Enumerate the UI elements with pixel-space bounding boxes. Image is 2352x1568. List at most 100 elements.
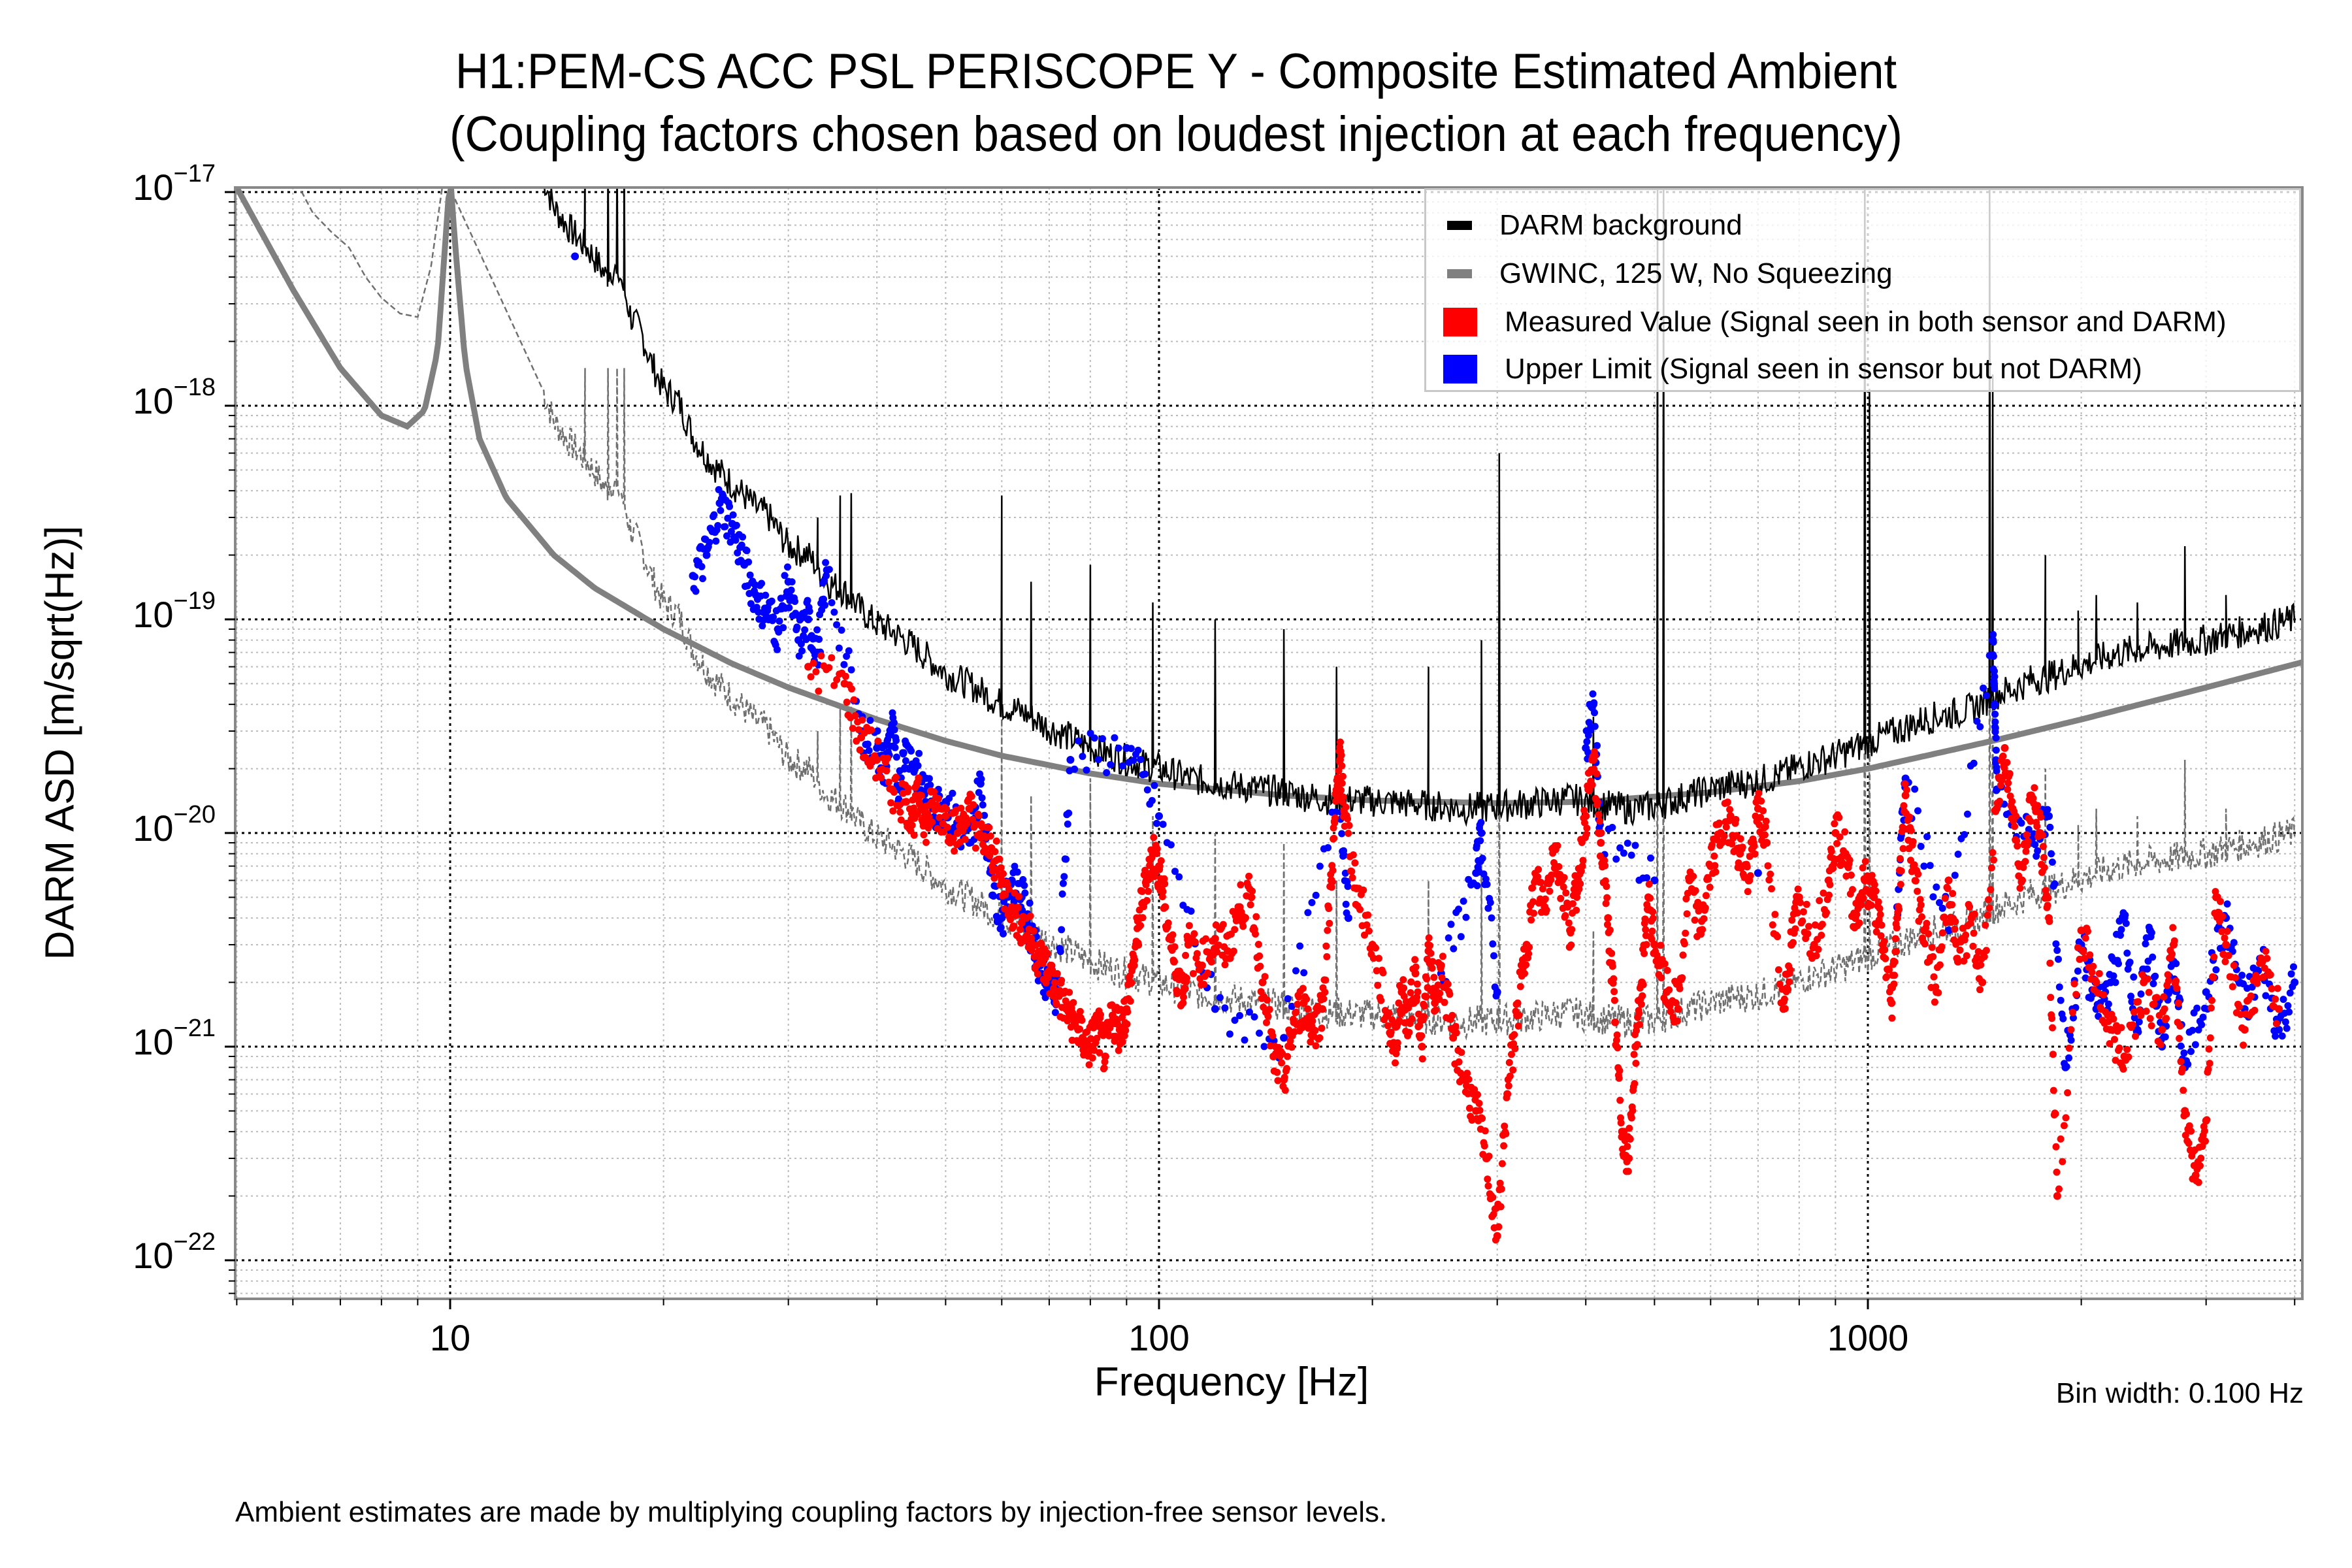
measured-point <box>1576 880 1584 888</box>
measured-point <box>2173 985 2181 992</box>
measured-point <box>1463 1070 1471 1077</box>
upper-limit-point <box>1473 882 1481 890</box>
measured-point <box>1143 896 1151 904</box>
measured-point <box>2229 983 2236 990</box>
measured-point <box>1537 879 1544 887</box>
measured-point <box>1500 1142 1508 1150</box>
measured-point <box>2123 1045 2131 1053</box>
measured-point <box>1789 939 1797 947</box>
upper-limit-point <box>1256 1029 1263 1037</box>
measured-point <box>2034 802 2042 809</box>
measured-point <box>1883 973 1891 981</box>
measured-point <box>2052 1143 2060 1151</box>
upper-limit-point <box>726 502 734 510</box>
measured-point <box>1234 903 1242 911</box>
upper-limit-point <box>2063 1063 2070 1071</box>
measured-point <box>1418 1055 1426 1063</box>
measured-point <box>1115 1047 1122 1054</box>
upper-limit-point <box>1083 766 1090 774</box>
measured-point <box>1256 962 1264 970</box>
measured-point <box>1001 905 1009 913</box>
upper-limit-point <box>2230 939 2238 947</box>
measured-point <box>1087 1035 1095 1043</box>
upper-limit-point <box>724 514 732 522</box>
measured-point <box>1465 1075 1473 1083</box>
upper-limit-point <box>1341 870 1349 877</box>
upper-limit-point <box>1134 746 1142 754</box>
measured-point <box>1307 1038 1315 1046</box>
upper-limit-point <box>1488 914 1495 922</box>
measured-point <box>2015 872 2023 880</box>
upper-limit-point <box>1650 876 1659 885</box>
measured-point <box>1375 955 1382 962</box>
measured-point <box>1420 1013 1428 1021</box>
measured-point <box>2272 1020 2280 1028</box>
upper-limit-point <box>729 511 737 519</box>
measured-point <box>2040 864 2048 872</box>
y-tick-base: 10 <box>133 380 174 421</box>
measured-point <box>951 847 958 855</box>
upper-limit-point <box>1246 1008 1253 1016</box>
upper-limit-point <box>1231 1017 1239 1024</box>
measured-point <box>850 696 858 704</box>
upper-limit-point <box>1447 921 1455 928</box>
y-tick-base: 10 <box>133 167 174 208</box>
upper-limit-point <box>977 775 985 783</box>
measured-point <box>2160 993 2168 1001</box>
measured-point <box>1612 1036 1620 1044</box>
measured-point <box>1699 926 1707 934</box>
upper-limit-point <box>833 621 841 629</box>
upper-limit-point <box>847 666 855 674</box>
measured-point <box>1966 903 1974 911</box>
upper-limit-point <box>1489 940 1497 948</box>
measured-point <box>987 832 994 840</box>
y-tick-label: 10−17 <box>20 160 216 208</box>
measured-point <box>1364 911 1372 919</box>
upper-limit-point <box>779 624 787 632</box>
measured-point <box>1316 1034 1324 1041</box>
upper-limit-point <box>2177 1042 2185 1050</box>
measured-point <box>1710 852 1718 860</box>
measured-point <box>1791 925 1799 933</box>
upper-limit-point <box>2031 841 2039 849</box>
measured-point <box>815 687 823 695</box>
measured-point <box>1624 1168 1632 1175</box>
upper-limit-point <box>1477 837 1484 845</box>
upper-limit-point <box>990 892 998 900</box>
y-tick-exponent: −17 <box>173 160 216 188</box>
upper-limit-point <box>1308 899 1316 906</box>
measured-point <box>1918 913 1925 921</box>
upper-limit-point <box>1148 796 1156 804</box>
measured-point <box>943 823 951 831</box>
measured-point <box>1169 931 1177 939</box>
measured-point <box>1886 996 1894 1004</box>
measured-point <box>1430 973 1438 981</box>
measured-point <box>996 855 1004 863</box>
upper-limit-point <box>840 661 848 668</box>
measured-point <box>1330 834 1338 842</box>
upper-limit-point <box>788 578 796 586</box>
measured-point <box>981 844 989 852</box>
upper-limit-point <box>914 762 922 770</box>
upper-limit-point <box>1250 1013 1258 1021</box>
measured-point <box>817 652 825 660</box>
measured-point <box>2017 878 2025 886</box>
measured-point <box>1825 891 1833 899</box>
measured-point <box>2060 1122 2068 1130</box>
measured-point <box>1907 826 1915 834</box>
measured-point <box>2270 1003 2278 1011</box>
measured-point <box>1179 999 1187 1007</box>
measured-point <box>1150 834 1158 841</box>
upper-limit-point <box>1455 906 1462 913</box>
measured-point <box>2057 1135 2065 1143</box>
upper-limit-point <box>1951 872 1959 879</box>
upper-limit-point <box>1094 756 1102 764</box>
upper-limit-point <box>801 626 809 634</box>
measured-point <box>1209 937 1217 945</box>
upper-limit-point <box>2067 1036 2075 1044</box>
measured-point <box>2088 968 2096 976</box>
x-tick-label: 100 <box>1128 1317 1190 1358</box>
measured-point <box>949 834 957 842</box>
measured-point <box>1750 842 1758 850</box>
measured-point <box>1039 960 1047 968</box>
